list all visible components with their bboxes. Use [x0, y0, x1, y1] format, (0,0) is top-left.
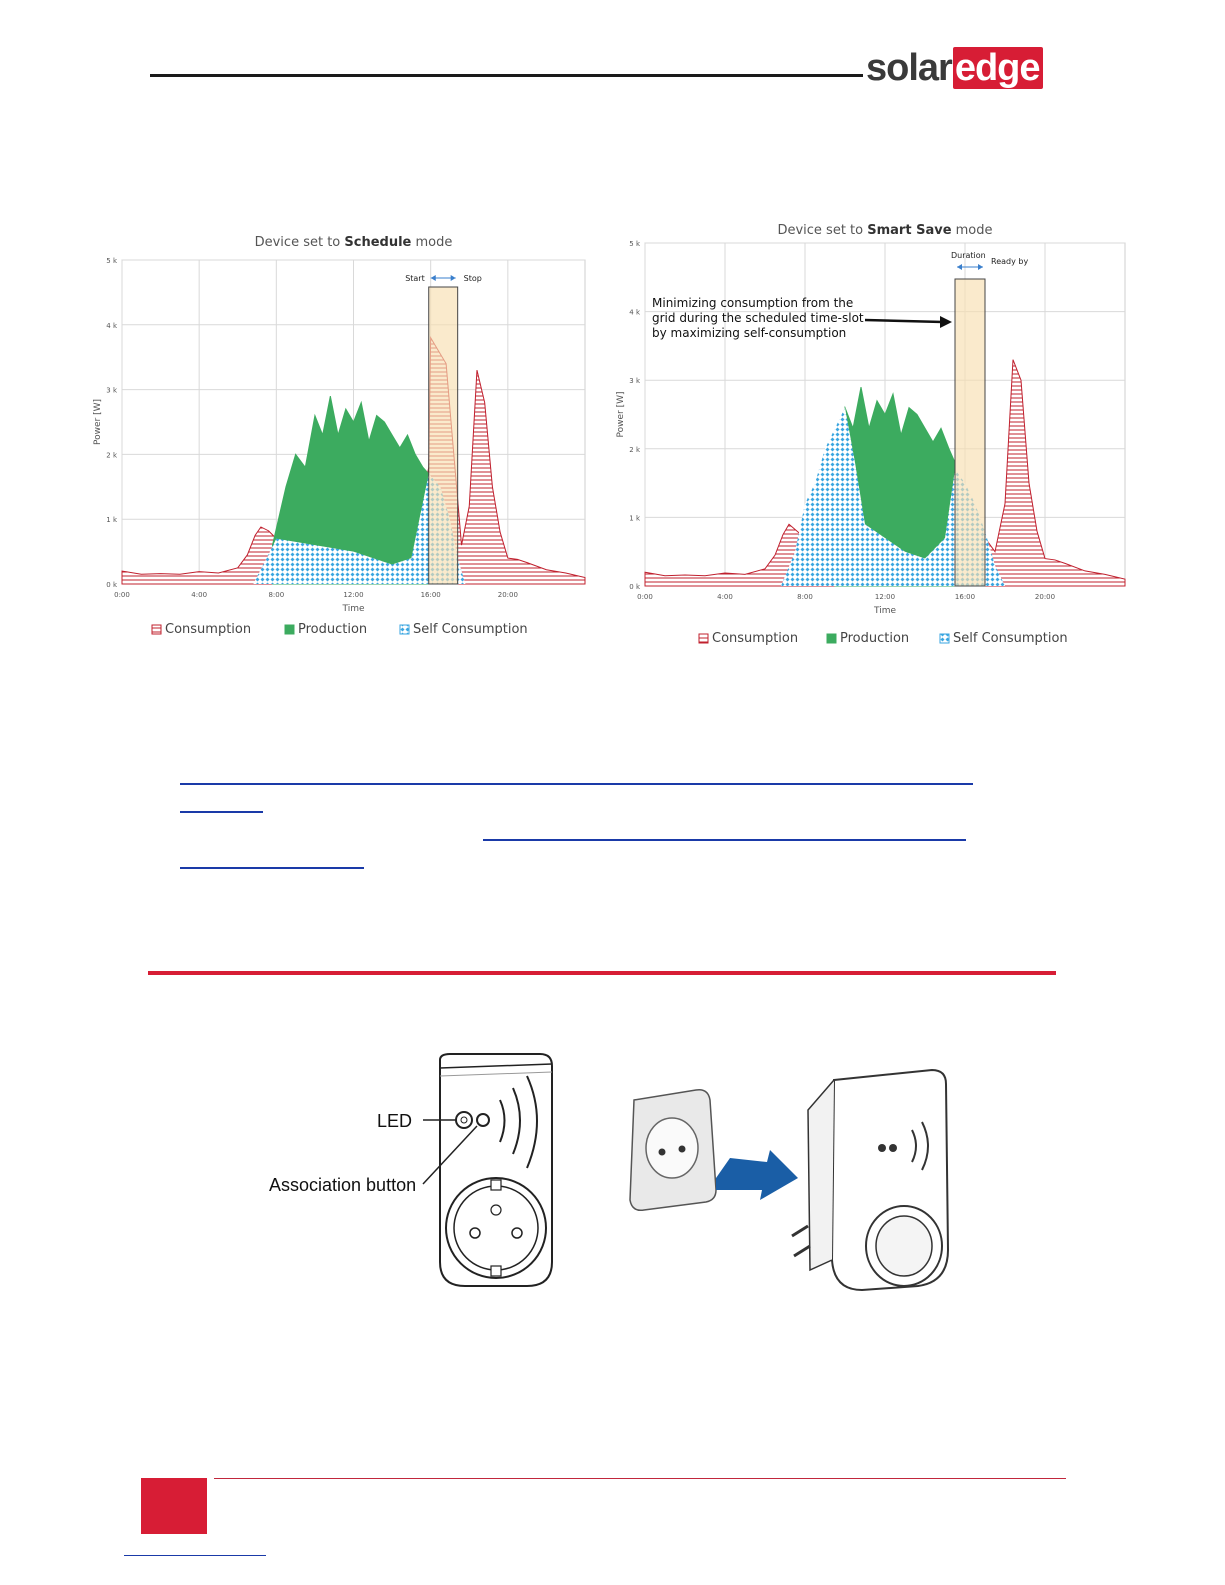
footer-link-underline[interactable] — [124, 1555, 266, 1556]
y-tick-label: 2 k — [106, 451, 118, 459]
annotation-duration: Duration — [951, 251, 986, 260]
time-slot-highlight — [428, 286, 459, 585]
annotation-stop: Stop — [464, 274, 482, 283]
legend-swatch — [698, 633, 709, 644]
x-tick-label: 8:00 — [268, 591, 284, 599]
smart-save-mode-chart: Device set to Smart Save mode 0 k 1 k 2 k 3 … — [616, 223, 1126, 646]
legend-label: Self Consumption — [953, 631, 1068, 646]
led-icon — [455, 1111, 473, 1129]
smart-plug-icon — [791, 1068, 950, 1292]
y-axis-label: Power [W] — [616, 392, 626, 438]
time-slot-highlight — [954, 278, 986, 587]
x-tick-label: 16:00 — [955, 593, 975, 601]
x-tick-label: 0:00 — [637, 593, 653, 601]
legend-swatch — [151, 624, 162, 635]
legend-swatch — [399, 624, 410, 635]
association-button-label: Association button — [269, 1175, 417, 1195]
chart-title: Device set to Smart Save mode — [777, 223, 992, 238]
legend-label: Consumption — [165, 622, 251, 637]
footer-rule — [214, 1478, 1066, 1479]
link-underline-2a[interactable] — [483, 839, 966, 841]
annotation-ready-by: Ready by — [991, 257, 1028, 266]
legend-swatch — [939, 633, 950, 644]
annotation-callout-line: Minimizing consumption from the — [652, 296, 853, 310]
wireless-icon — [499, 1099, 506, 1143]
link-underline-2b[interactable] — [180, 867, 364, 869]
footer-page-block — [141, 1478, 207, 1534]
y-tick-label: 4 k — [629, 309, 641, 317]
series-self-consumption — [781, 407, 1005, 586]
legend-label: Production — [298, 622, 367, 637]
legend-swatch — [826, 633, 837, 644]
series-self-consumption — [253, 473, 466, 584]
x-tick-label: 20:00 — [1035, 593, 1055, 601]
legend-label: Self Consumption — [413, 622, 528, 637]
x-tick-label: 16:00 — [421, 591, 441, 599]
annotation-callout-line: by maximizing self-consumption — [652, 326, 846, 340]
link-underline-1b[interactable] — [180, 811, 263, 813]
x-axis-label: Time — [341, 604, 364, 614]
series-production — [271, 395, 430, 585]
schedule-mode-chart: Device set to Schedule mode 0 k 1 k 2 k 3 k 4… — [93, 235, 586, 637]
association-button[interactable] — [476, 1113, 490, 1127]
insert-arrow-icon — [716, 1150, 798, 1200]
x-tick-label: 4:00 — [717, 593, 733, 601]
annotation-start: Start — [405, 274, 425, 283]
annotation-callout-line: grid during the scheduled time-slot — [652, 311, 864, 325]
y-tick-label: 2 k — [629, 446, 641, 454]
legend-swatch — [284, 624, 295, 635]
y-tick-label: 1 k — [106, 516, 118, 524]
y-tick-label: 0 k — [629, 583, 641, 591]
x-tick-label: 12:00 — [343, 591, 363, 599]
x-tick-label: 12:00 — [875, 593, 895, 601]
solaredge-logo: solaredge — [866, 46, 1043, 90]
x-tick-label: 4:00 — [191, 591, 207, 599]
x-tick-label: 20:00 — [498, 591, 518, 599]
x-tick-label: 0:00 — [114, 591, 130, 599]
legend-label: Production — [840, 631, 909, 646]
led-label: LED — [377, 1111, 413, 1131]
smart-plug-diagram — [422, 1053, 553, 1287]
y-tick-label: 5 k — [629, 240, 641, 248]
link-underline-1a[interactable] — [180, 783, 973, 785]
y-tick-label: 3 k — [629, 377, 641, 385]
y-tick-label: 4 k — [106, 322, 118, 330]
wall-outlet-icon — [629, 1088, 717, 1212]
x-axis-label: Time — [873, 606, 896, 616]
y-tick-label: 5 k — [106, 257, 118, 265]
chart-title: Device set to Schedule mode — [255, 235, 453, 250]
header-rule — [150, 74, 863, 77]
y-tick-label: 3 k — [106, 387, 118, 395]
y-axis-label: Power [W] — [93, 399, 103, 445]
callout-arrow — [864, 318, 944, 324]
x-tick-label: 8:00 — [797, 593, 813, 601]
section-divider — [148, 971, 1056, 975]
legend-label: Consumption — [712, 631, 798, 646]
plug-into-outlet-illustration — [629, 1068, 950, 1292]
y-tick-label: 0 k — [106, 581, 118, 589]
y-tick-label: 1 k — [629, 514, 641, 522]
